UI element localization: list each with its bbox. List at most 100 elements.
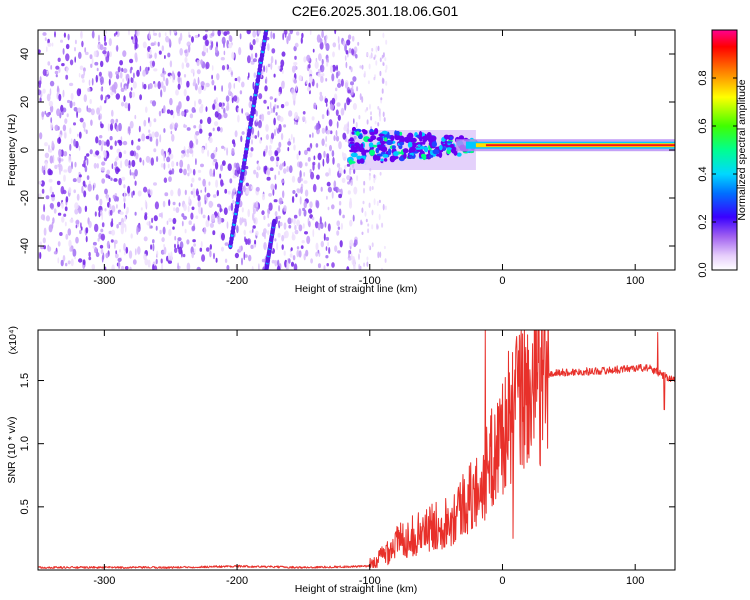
noise-blob <box>270 156 275 162</box>
noise-blob <box>356 86 359 92</box>
noise-blob <box>268 202 273 211</box>
noise-blob <box>204 30 209 33</box>
noise-blob <box>124 102 129 109</box>
noise-blob <box>148 31 151 40</box>
noise-blob <box>199 85 202 94</box>
noise-blob <box>289 253 293 258</box>
noise-blob <box>78 51 82 60</box>
noise-blob <box>251 266 254 270</box>
noise-blob <box>326 61 329 67</box>
noise-blob <box>184 189 187 196</box>
noise-blob <box>153 118 157 123</box>
noise-blob <box>123 95 126 102</box>
noise-blob <box>298 75 303 82</box>
noise-blob <box>244 112 250 116</box>
noise-blob <box>160 163 164 168</box>
noise-blob <box>153 148 157 153</box>
noise-blob <box>57 241 61 247</box>
noise-blob <box>283 205 287 212</box>
snr-x-tick-label: -300 <box>93 575 115 587</box>
noise-blob <box>264 85 268 92</box>
transition-blob <box>350 152 358 158</box>
noise-blob <box>143 83 147 90</box>
noise-blob <box>309 214 313 219</box>
transition-blob <box>428 135 435 140</box>
noise-blob <box>144 258 149 266</box>
spec-x-tick-label: -100 <box>359 275 381 287</box>
transition-blob <box>383 158 388 162</box>
noise-blob <box>65 233 69 240</box>
noise-blob <box>205 247 210 252</box>
noise-blob <box>119 211 124 215</box>
noise-blob <box>134 180 137 186</box>
noise-blob <box>203 44 207 53</box>
noise-blob <box>319 37 322 44</box>
noise-blob <box>119 60 123 66</box>
noise-blob <box>165 77 169 87</box>
noise-blob <box>331 262 335 268</box>
noise-blob <box>346 266 350 270</box>
noise-blob <box>345 61 348 69</box>
noise-blob <box>314 61 319 69</box>
noise-blob <box>274 128 276 137</box>
noise-blob <box>363 187 365 194</box>
noise-blob <box>186 239 190 245</box>
noise-blob <box>292 92 297 101</box>
noise-blob <box>244 254 248 258</box>
noise-blob <box>348 47 352 54</box>
noise-blob <box>335 109 339 116</box>
noise-blob <box>137 246 141 255</box>
noise-blob <box>197 76 200 86</box>
noise-blob <box>231 92 234 98</box>
noise-blob <box>326 153 330 159</box>
noise-blob <box>120 222 126 229</box>
noise-blob <box>160 148 165 156</box>
noise-blob <box>220 246 225 252</box>
noise-blob <box>100 145 103 152</box>
noise-blob <box>338 141 342 150</box>
noise-blob <box>214 212 218 217</box>
noise-blob <box>85 227 89 234</box>
noise-blob <box>351 257 356 266</box>
noise-blob <box>347 190 351 195</box>
noise-blob <box>286 166 290 173</box>
noise-blob <box>167 260 172 264</box>
noise-blob <box>252 208 256 215</box>
noise-blob <box>169 123 173 130</box>
noise-blob <box>198 177 202 181</box>
noise-blob <box>220 164 223 172</box>
noise-blob <box>154 131 159 138</box>
noise-blob <box>134 248 137 256</box>
noise-blob <box>221 30 224 35</box>
noise-blob <box>63 131 67 139</box>
noise-blob <box>120 87 125 92</box>
noise-blob <box>85 235 88 243</box>
noise-blob <box>158 50 162 55</box>
noise-blob <box>375 60 378 66</box>
noise-blob <box>80 222 82 229</box>
transition-blob <box>422 153 427 161</box>
noise-blob <box>95 194 99 201</box>
noise-blob <box>355 54 358 59</box>
noise-blob <box>336 102 341 107</box>
snr-frame <box>37 329 676 571</box>
noise-blob <box>177 237 182 242</box>
noise-blob <box>162 76 166 82</box>
noise-blob <box>336 64 338 71</box>
noise-blob <box>277 232 281 238</box>
noise-blob <box>350 179 353 186</box>
noise-blob <box>384 57 387 62</box>
noise-blob <box>98 139 102 146</box>
noise-blob <box>337 83 342 88</box>
noise-blob <box>228 205 231 211</box>
noise-blob <box>361 64 364 70</box>
noise-blob <box>195 131 200 136</box>
noise-blob <box>57 57 61 62</box>
noise-blob <box>70 258 74 267</box>
noise-blob <box>305 249 309 257</box>
noise-blob <box>129 58 134 64</box>
noise-blob <box>138 125 141 133</box>
noise-blob <box>153 32 158 36</box>
transition-blob <box>428 154 434 158</box>
noise-blob <box>146 50 150 59</box>
